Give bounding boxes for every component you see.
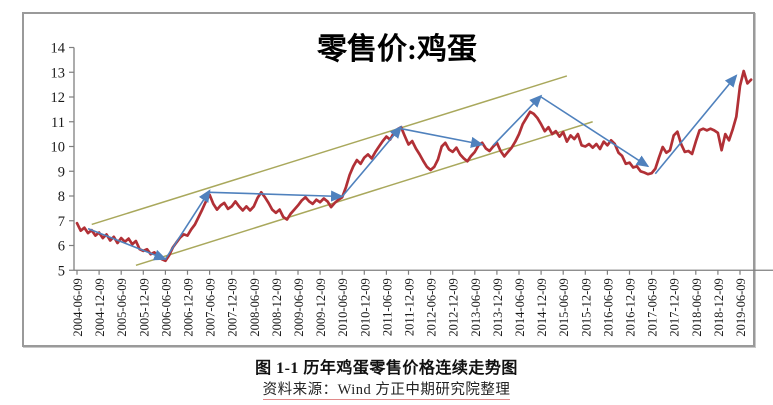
x-tick-label: 2010-06-09 — [336, 278, 350, 336]
y-tick-label: 8 — [58, 189, 65, 205]
trend-channel-line — [135, 121, 593, 267]
y-tick-label: 5 — [58, 263, 65, 279]
x-tick-label: 2010-12-09 — [358, 278, 372, 336]
x-tick-label: 2013-12-09 — [491, 278, 505, 336]
x-tick-label: 2009-06-09 — [292, 278, 306, 336]
x-tick-label: 2008-12-09 — [270, 278, 284, 336]
x-tick-label: 2007-06-09 — [204, 278, 218, 336]
trend-arrow — [164, 189, 211, 260]
x-tick-label: 2013-06-09 — [469, 278, 483, 336]
x-tick-label: 2005-12-09 — [137, 278, 151, 336]
y-tick-label: 12 — [51, 90, 66, 106]
x-tick-label: 2016-06-09 — [601, 278, 615, 336]
x-tick-label: 2017-12-09 — [668, 278, 682, 336]
x-tick-label: 2007-12-09 — [226, 278, 240, 336]
y-tick-label: 7 — [58, 214, 65, 230]
x-tick-label: 2015-12-09 — [579, 278, 593, 336]
x-tick-label: 2005-06-09 — [115, 278, 129, 336]
x-tick-label: 2009-12-09 — [314, 278, 328, 336]
trend-arrow — [209, 190, 344, 202]
x-tick-label: 2018-12-09 — [712, 278, 726, 336]
chart-title: 零售价:鸡蛋 — [317, 33, 477, 66]
x-tick-label: 2012-06-09 — [425, 278, 439, 336]
y-tick-label: 13 — [51, 65, 66, 81]
y-tick-label: 10 — [51, 140, 66, 156]
y-tick-label: 11 — [51, 115, 65, 131]
figure-caption: 图 1-1 历年鸡蛋零售价格连续走势图 — [255, 360, 518, 377]
x-tick-label: 2018-06-09 — [690, 278, 704, 336]
trend-arrow — [540, 96, 650, 168]
trend-arrow — [654, 74, 738, 175]
x-tick-label: 2006-12-09 — [182, 278, 196, 336]
x-tick-label: 2008-06-09 — [248, 278, 262, 336]
trend-arrow — [492, 94, 543, 146]
x-tick-label: 2015-06-09 — [557, 278, 571, 336]
trend-channel-line — [91, 75, 568, 226]
x-tick-label: 2012-12-09 — [447, 278, 461, 336]
y-tick-label: 9 — [58, 164, 65, 180]
x-tick-label: 2014-06-09 — [513, 278, 527, 336]
price-line — [75, 69, 753, 263]
x-tick-label: 2011-12-09 — [403, 278, 417, 336]
x-tick-label: 2004-12-09 — [93, 278, 107, 336]
trend-arrow — [341, 125, 403, 198]
x-tick-label: 2014-12-09 — [535, 278, 549, 336]
egg-price-chart: 零售价:鸡蛋 5 6 7 8 9 10 11 12 13 14 2004-06-09 2004-12-0… — [51, 33, 773, 337]
x-tick-label: 2019-06-09 — [734, 278, 748, 336]
y-tick-label: 14 — [51, 41, 66, 57]
x-tick-label: 2016-12-09 — [624, 278, 638, 336]
y-tick-label: 6 — [58, 239, 65, 255]
chart-figure: 零售价:鸡蛋 5 6 7 8 9 10 11 12 13 14 2004-06-09 2004-12-0… — [22, 12, 773, 347]
x-tick-label: 2004-06-09 — [71, 278, 85, 336]
x-tick-label: 2006-06-09 — [159, 278, 173, 336]
trend-arrow — [87, 227, 167, 261]
x-tick-label: 2011-06-09 — [380, 278, 394, 336]
figure-source-text: 资料来源：Wind 方正中期研究院整理 — [262, 382, 511, 400]
x-tick-label: 2017-06-09 — [646, 278, 660, 336]
figure-source: 资料来源：Wind 方正中期研究院整理 — [0, 378, 773, 400]
trend-arrow — [400, 127, 484, 148]
